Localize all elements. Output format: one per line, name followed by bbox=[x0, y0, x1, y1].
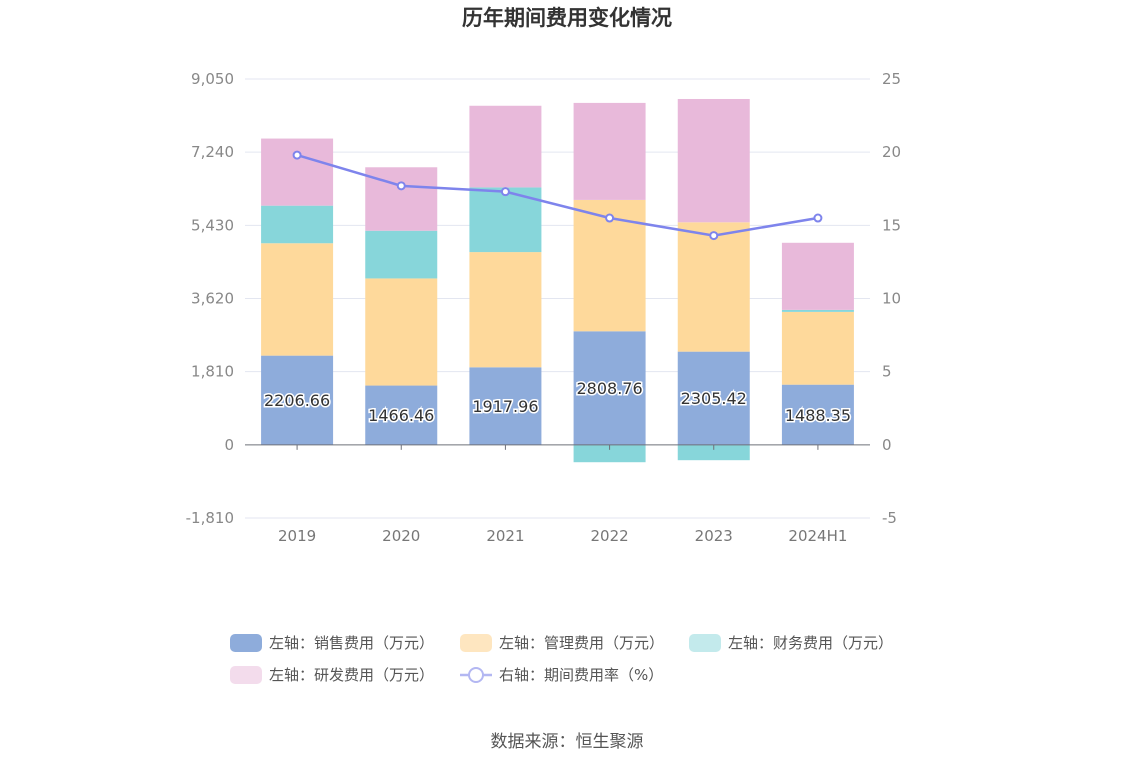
data-labels: 2206.66 1466.46 1917.96 2808.76 2305.42 1488.… bbox=[262, 378, 852, 427]
x-tick-label: 2019 bbox=[278, 527, 316, 545]
bar-segment-2 bbox=[469, 252, 542, 368]
right-axis-ticks: 25 20 15 10 5 0 -5 bbox=[882, 70, 901, 527]
x-tick-label: 2021 bbox=[486, 527, 524, 545]
left-tick-label: 7,240 bbox=[191, 143, 234, 161]
bar-segment-2 bbox=[261, 243, 334, 356]
right-tick-label: 5 bbox=[882, 363, 892, 381]
bar-segment-1 bbox=[781, 384, 854, 445]
x-tick-label: 2020 bbox=[382, 527, 420, 545]
x-axis: 2019 2020 2021 2022 2023 2024H1 bbox=[245, 444, 870, 545]
x-tick-label: 2024H1 bbox=[788, 527, 847, 545]
bar-data-label: 1488.35 bbox=[785, 406, 851, 425]
chart-title: 历年期间费用变化情况 bbox=[462, 6, 672, 30]
left-tick-label: 9,050 bbox=[191, 70, 234, 88]
bar-segment-3 bbox=[781, 309, 854, 312]
bar-segment-4 bbox=[573, 102, 646, 200]
bar-segment-2 bbox=[781, 311, 854, 385]
bar-segment-1 bbox=[677, 351, 750, 445]
x-tick-label: 2023 bbox=[695, 527, 733, 545]
bar-segment-3 bbox=[365, 230, 438, 279]
right-tick-label: 0 bbox=[882, 436, 892, 454]
left-tick-label: 0 bbox=[224, 436, 234, 454]
legend-swatch[interactable] bbox=[460, 634, 492, 652]
rate-point bbox=[813, 213, 823, 223]
bar-segment-4 bbox=[365, 167, 438, 231]
bar-segment-3 bbox=[573, 444, 646, 463]
rate-point bbox=[500, 187, 510, 197]
rate-point bbox=[605, 213, 615, 223]
legend-point-swatch[interactable] bbox=[468, 667, 484, 683]
right-tick-label: -5 bbox=[882, 509, 897, 527]
legend-label[interactable]: 右轴：期间费用率（%） bbox=[499, 666, 663, 684]
bar-segment-1 bbox=[573, 331, 646, 445]
bar-data-label: 1466.46 bbox=[368, 406, 434, 425]
legend-swatch[interactable] bbox=[230, 666, 262, 684]
right-tick-label: 15 bbox=[882, 216, 901, 234]
right-tick-label: 25 bbox=[882, 70, 901, 88]
left-tick-label: -1,810 bbox=[186, 509, 234, 527]
bar-segment-1 bbox=[365, 385, 438, 445]
bar-data-label: 2305.42 bbox=[681, 389, 747, 408]
right-tick-label: 10 bbox=[882, 290, 901, 308]
bar-data-label: 2206.66 bbox=[264, 391, 330, 410]
bar-data-label: 1917.96 bbox=[472, 397, 538, 416]
source-note: 数据来源：恒生聚源 bbox=[491, 732, 644, 752]
legend-label[interactable]: 左轴：销售费用（万元） bbox=[269, 634, 434, 652]
legend-label[interactable]: 左轴：研发费用（万元） bbox=[269, 666, 434, 684]
bar-segment-4 bbox=[261, 138, 334, 206]
left-tick-label: 3,620 bbox=[191, 290, 234, 308]
bar-segment-3 bbox=[677, 444, 750, 461]
left-axis-ticks: 9,050 7,240 5,430 3,620 1,810 0 -1,810 bbox=[186, 70, 234, 527]
rate-line-series bbox=[292, 150, 823, 241]
legend-label[interactable]: 左轴：财务费用（万元） bbox=[728, 634, 893, 652]
bar-segment-2 bbox=[677, 222, 750, 352]
legend: 左轴：销售费用（万元） 左轴：管理费用（万元） 左轴：财务费用（万元） 左轴：研发费用… bbox=[230, 634, 893, 684]
rate-point bbox=[292, 150, 302, 160]
rate-line bbox=[296, 153, 819, 237]
legend-swatch[interactable] bbox=[689, 634, 721, 652]
bar-series bbox=[261, 98, 854, 463]
legend-swatch[interactable] bbox=[230, 634, 262, 652]
bar-data-label: 2808.76 bbox=[576, 379, 642, 398]
grid-lines bbox=[245, 78, 870, 519]
bar-segment-2 bbox=[365, 278, 438, 386]
bar-segment-3 bbox=[261, 205, 334, 244]
legend-label[interactable]: 左轴：管理费用（万元） bbox=[499, 634, 664, 652]
left-tick-label: 1,810 bbox=[191, 363, 234, 381]
rate-point bbox=[396, 181, 406, 191]
bar-segment-1 bbox=[261, 355, 334, 445]
right-tick-label: 20 bbox=[882, 143, 901, 161]
rate-point bbox=[709, 231, 719, 241]
bar-segment-1 bbox=[469, 367, 542, 445]
x-tick-label: 2022 bbox=[590, 527, 628, 545]
bar-segment-4 bbox=[677, 98, 750, 223]
bar-segment-4 bbox=[469, 105, 542, 188]
left-tick-label: 5,430 bbox=[191, 216, 234, 234]
bar-segment-4 bbox=[781, 242, 854, 310]
